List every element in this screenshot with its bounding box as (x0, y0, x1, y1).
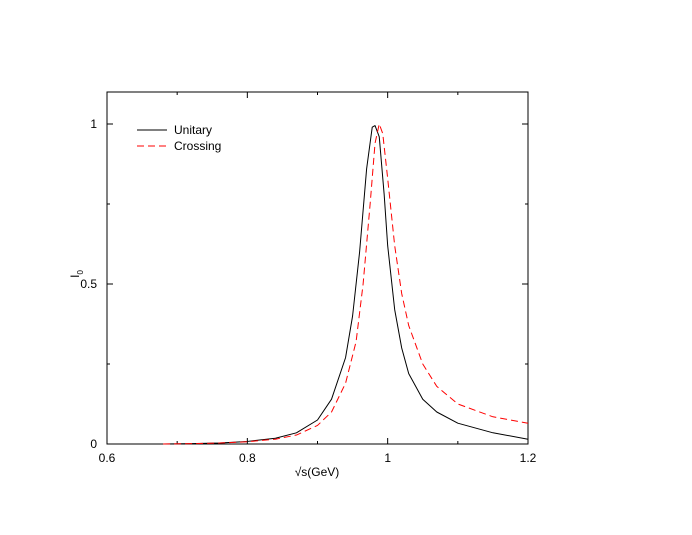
y-axis-title: I0 (68, 270, 85, 278)
axis-ticks (106, 92, 529, 445)
x-tick-label: 1.2 (520, 451, 537, 465)
y-axis-title-sub: 0 (76, 270, 85, 275)
legend-label-unitary: Unitary (174, 123, 212, 137)
y-tick-label: 1 (90, 117, 97, 131)
series-lines (163, 123, 529, 445)
legend-label-crossing: Crossing (174, 139, 221, 153)
series-line-unitary (163, 125, 529, 445)
axis-tick-labels: 0.6 0.8 1 1.2 0 0.5 1 (80, 117, 536, 465)
legend: Unitary Crossing (137, 123, 221, 153)
y-axis-title-main: I (68, 275, 82, 278)
x-axis-title: √s(GeV) (295, 465, 340, 479)
svg-text:I0: I0 (68, 270, 85, 278)
x-tick-label: 0.6 (99, 451, 116, 465)
plot-frame (106, 91, 529, 445)
y-tick-label: 0 (90, 437, 97, 451)
x-tick-label: 0.8 (239, 451, 256, 465)
y-tick-label: 0.5 (80, 277, 97, 291)
series-line-crossing (163, 123, 529, 445)
x-tick-label: 1 (384, 451, 391, 465)
